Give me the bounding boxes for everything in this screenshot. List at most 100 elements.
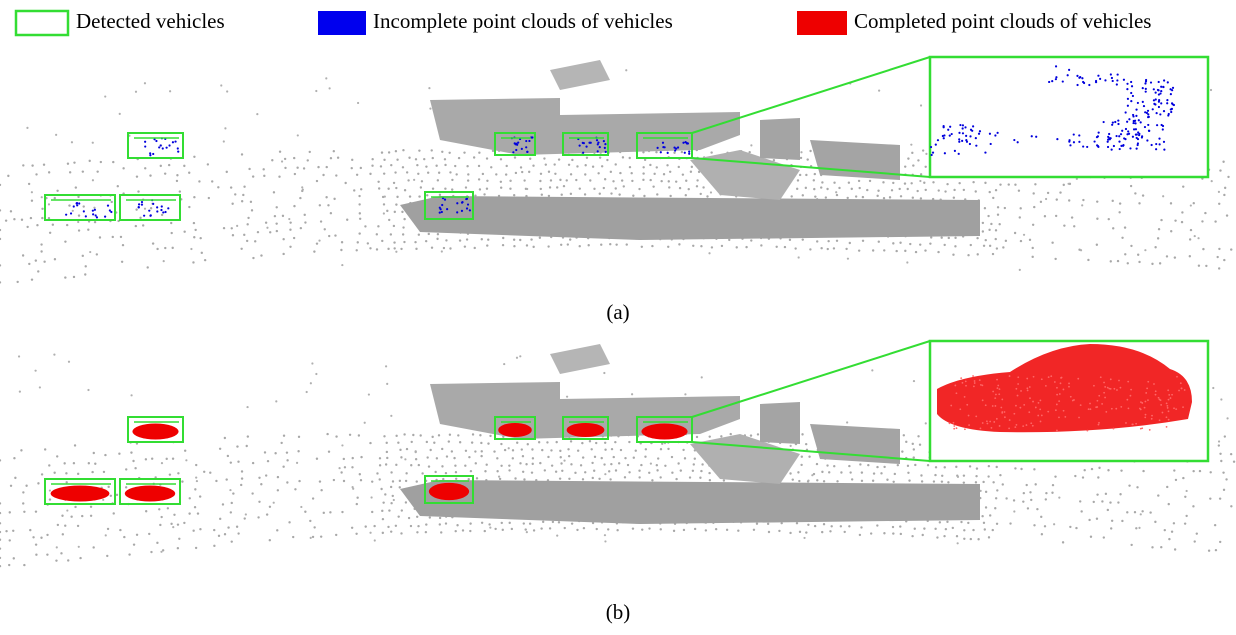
point xyxy=(833,465,835,467)
point xyxy=(836,480,838,482)
point xyxy=(211,180,213,182)
point xyxy=(683,529,685,531)
point xyxy=(149,174,151,176)
point xyxy=(73,276,75,278)
point xyxy=(780,522,782,524)
point xyxy=(620,449,622,451)
vehicle-point xyxy=(177,150,179,152)
point xyxy=(835,191,837,193)
point xyxy=(912,443,914,445)
point xyxy=(1103,536,1105,538)
point xyxy=(156,248,158,250)
point xyxy=(163,260,165,262)
point xyxy=(924,249,926,251)
point xyxy=(31,191,33,193)
point xyxy=(1096,493,1098,495)
point xyxy=(651,245,653,247)
inset-point xyxy=(1141,136,1143,138)
point xyxy=(40,250,42,252)
point xyxy=(952,527,954,529)
point xyxy=(72,210,74,212)
point xyxy=(22,254,24,256)
panel-label: (b) xyxy=(606,600,631,624)
point xyxy=(1218,267,1220,269)
point xyxy=(905,441,907,443)
car-point xyxy=(1127,381,1129,383)
point xyxy=(429,108,431,110)
point xyxy=(135,208,137,210)
point xyxy=(403,241,405,243)
point xyxy=(1130,185,1132,187)
point xyxy=(133,543,135,545)
vehicle-point xyxy=(149,215,151,217)
inset-point xyxy=(962,124,964,126)
point xyxy=(478,178,480,180)
point xyxy=(172,458,174,460)
inset-point xyxy=(937,139,939,141)
point xyxy=(1117,501,1119,503)
point xyxy=(548,195,550,197)
point xyxy=(207,163,209,165)
point xyxy=(356,503,358,505)
point xyxy=(164,172,166,174)
point xyxy=(244,517,246,519)
point xyxy=(1151,546,1153,548)
point xyxy=(65,481,67,483)
point xyxy=(5,219,7,221)
car-point xyxy=(1058,416,1060,418)
point xyxy=(500,181,502,183)
point xyxy=(223,227,225,229)
point xyxy=(171,247,173,249)
point xyxy=(996,466,998,468)
car-point xyxy=(1019,407,1021,409)
car-point xyxy=(1056,394,1058,396)
point xyxy=(466,165,468,167)
vehicle-point xyxy=(604,147,606,149)
vehicle-point xyxy=(156,210,158,212)
point xyxy=(930,236,932,238)
point xyxy=(147,266,149,268)
point xyxy=(983,522,985,524)
point xyxy=(67,162,69,164)
point xyxy=(160,551,162,553)
vehicle-point xyxy=(156,206,158,208)
point xyxy=(282,215,284,217)
point xyxy=(53,472,55,474)
point xyxy=(241,153,243,155)
inset-point xyxy=(1112,121,1114,123)
inset-point xyxy=(1127,98,1129,100)
point xyxy=(644,455,646,457)
inset-point xyxy=(1155,148,1157,150)
point xyxy=(455,530,457,532)
point xyxy=(568,455,570,457)
point xyxy=(82,255,84,257)
car-point xyxy=(1060,382,1062,384)
point xyxy=(515,172,517,174)
car-point xyxy=(1058,400,1060,402)
point xyxy=(359,212,361,214)
inset-point xyxy=(1145,88,1147,90)
point xyxy=(872,249,874,251)
point xyxy=(316,458,318,460)
point xyxy=(513,245,515,247)
inset-point xyxy=(962,132,964,134)
point xyxy=(985,239,987,241)
point xyxy=(532,165,534,167)
point xyxy=(340,249,342,251)
point xyxy=(469,530,471,532)
point xyxy=(190,248,192,250)
point xyxy=(480,442,482,444)
point xyxy=(48,464,50,466)
point xyxy=(1166,255,1168,257)
car-point xyxy=(960,377,962,379)
point xyxy=(516,357,518,359)
point xyxy=(488,523,490,525)
point xyxy=(1196,532,1198,534)
point xyxy=(900,195,902,197)
point xyxy=(604,473,606,475)
car-point xyxy=(1093,385,1095,387)
point xyxy=(757,433,759,435)
point xyxy=(606,159,608,161)
point xyxy=(135,225,137,227)
vehicle-point xyxy=(162,147,164,149)
